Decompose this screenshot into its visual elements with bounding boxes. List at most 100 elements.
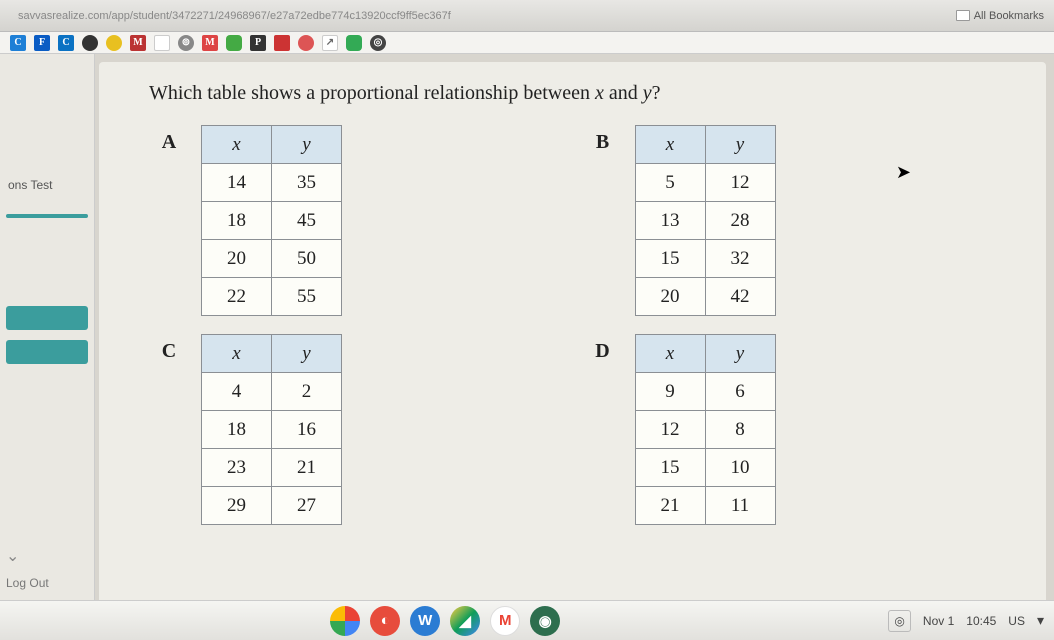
cell: 8 — [705, 411, 775, 449]
question-end: ? — [652, 82, 661, 104]
col-header-x: x — [635, 335, 705, 373]
option-label: B — [593, 131, 613, 154]
wifi-icon[interactable]: ▾ — [1037, 612, 1044, 629]
all-bookmarks-button[interactable]: All Bookmarks — [956, 10, 1044, 22]
cell: 12 — [635, 411, 705, 449]
drive-icon[interactable]: ◢ — [450, 606, 480, 636]
cell: 18 — [202, 202, 272, 240]
tray-notification-icon[interactable]: ◎ — [888, 610, 910, 632]
cell: 23 — [202, 449, 272, 487]
bookmark-icon[interactable] — [346, 35, 362, 51]
cell: 14 — [202, 164, 272, 202]
cell: 15 — [635, 449, 705, 487]
taskbar-apps: ◐ W ◢ M ◉ — [10, 606, 880, 636]
bookmarks-bar: C F C M ⊚ M P ↗ ◎ — [0, 32, 1054, 54]
cell: 42 — [705, 278, 775, 316]
app-area: ons Test ⌄ Log Out Which table shows a p… — [0, 54, 1054, 600]
variable-x: x — [595, 82, 604, 104]
cell: 21 — [635, 487, 705, 525]
tray-time[interactable]: 10:45 — [966, 614, 996, 628]
bookmarks-label: All Bookmarks — [974, 10, 1044, 22]
browser-omnibar: savvasrealize.com/app/student/3472271/24… — [0, 0, 1054, 32]
question-mid: and — [604, 82, 643, 104]
option-label: D — [593, 340, 613, 363]
bookmark-icon[interactable]: C — [10, 35, 26, 51]
col-header-y: y — [272, 126, 342, 164]
log-out-link[interactable]: Log Out — [6, 576, 88, 590]
option-a[interactable]: A xy 1435 1845 2050 2255 — [159, 125, 553, 316]
bookmark-icon[interactable]: ↗ — [322, 35, 338, 51]
sidebar-item-test[interactable]: ons Test — [6, 174, 88, 196]
sidebar-button[interactable] — [6, 340, 88, 364]
question-text: Which table shows a proportional relatio… — [129, 82, 1016, 105]
bookmark-icon[interactable]: C — [58, 35, 74, 51]
cell: 4 — [202, 373, 272, 411]
cell: 10 — [705, 449, 775, 487]
question-content: Which table shows a proportional relatio… — [99, 62, 1046, 600]
bookmark-icon[interactable]: F — [34, 35, 50, 51]
bookmark-icon[interactable] — [298, 35, 314, 51]
folder-icon — [956, 10, 970, 21]
col-header-x: x — [202, 335, 272, 373]
tray-locale[interactable]: US — [1008, 614, 1025, 628]
col-header-y: y — [272, 335, 342, 373]
url-bar[interactable]: savvasrealize.com/app/student/3472271/24… — [10, 8, 956, 24]
cell: 13 — [635, 202, 705, 240]
col-header-y: y — [705, 126, 775, 164]
cell: 29 — [202, 487, 272, 525]
cell: 27 — [272, 487, 342, 525]
cell: 2 — [272, 373, 342, 411]
cell: 32 — [705, 240, 775, 278]
cell: 12 — [705, 164, 775, 202]
bookmark-icon[interactable] — [154, 35, 170, 51]
app-icon[interactable]: ◉ — [530, 606, 560, 636]
bookmark-icon[interactable] — [106, 35, 122, 51]
sidebar: ons Test ⌄ Log Out — [0, 54, 95, 600]
option-label: A — [159, 131, 179, 154]
sidebar-button[interactable] — [6, 306, 88, 330]
cell: 15 — [635, 240, 705, 278]
bookmark-icon[interactable] — [274, 35, 290, 51]
bookmark-icon[interactable] — [82, 35, 98, 51]
bookmark-icon[interactable]: M — [202, 35, 218, 51]
cell: 18 — [202, 411, 272, 449]
question-stem: Which table shows a proportional relatio… — [149, 82, 595, 104]
system-tray: ◎ Nov 1 10:45 US ▾ — [888, 610, 1044, 632]
cell: 50 — [272, 240, 342, 278]
cell: 11 — [705, 487, 775, 525]
option-d[interactable]: D xy 96 128 1510 2111 — [593, 334, 987, 525]
bookmark-icon[interactable]: M — [130, 35, 146, 51]
word-icon[interactable]: W — [410, 606, 440, 636]
cell: 20 — [202, 240, 272, 278]
cell: 6 — [705, 373, 775, 411]
cell: 55 — [272, 278, 342, 316]
option-label: C — [159, 340, 179, 363]
bookmark-icon[interactable]: ⊚ — [178, 35, 194, 51]
cell: 22 — [202, 278, 272, 316]
cell: 16 — [272, 411, 342, 449]
cell: 28 — [705, 202, 775, 240]
cell: 45 — [272, 202, 342, 240]
col-header-y: y — [705, 335, 775, 373]
chrome-icon[interactable] — [330, 606, 360, 636]
table-a: xy 1435 1845 2050 2255 — [201, 125, 342, 316]
table-c: xy 42 1816 2321 2927 — [201, 334, 342, 525]
tables-grid: A xy 1435 1845 2050 2255 B xy 512 1328 1… — [129, 125, 1016, 525]
option-c[interactable]: C xy 42 1816 2321 2927 — [159, 334, 553, 525]
cell: 20 — [635, 278, 705, 316]
col-header-x: x — [202, 126, 272, 164]
bookmark-icon[interactable] — [226, 35, 242, 51]
app-icon[interactable]: ◐ — [370, 606, 400, 636]
table-b: xy 512 1328 1532 2042 — [635, 125, 776, 316]
col-header-x: x — [635, 126, 705, 164]
cell: 5 — [635, 164, 705, 202]
gmail-icon[interactable]: M — [490, 606, 520, 636]
tray-date[interactable]: Nov 1 — [923, 614, 954, 628]
bookmark-icon[interactable]: P — [250, 35, 266, 51]
bookmark-icon[interactable]: ◎ — [370, 35, 386, 51]
chevron-down-icon[interactable]: ⌄ — [6, 546, 88, 566]
cell: 35 — [272, 164, 342, 202]
table-d: xy 96 128 1510 2111 — [635, 334, 776, 525]
sidebar-divider — [6, 214, 88, 218]
option-b[interactable]: B xy 512 1328 1532 2042 — [593, 125, 987, 316]
